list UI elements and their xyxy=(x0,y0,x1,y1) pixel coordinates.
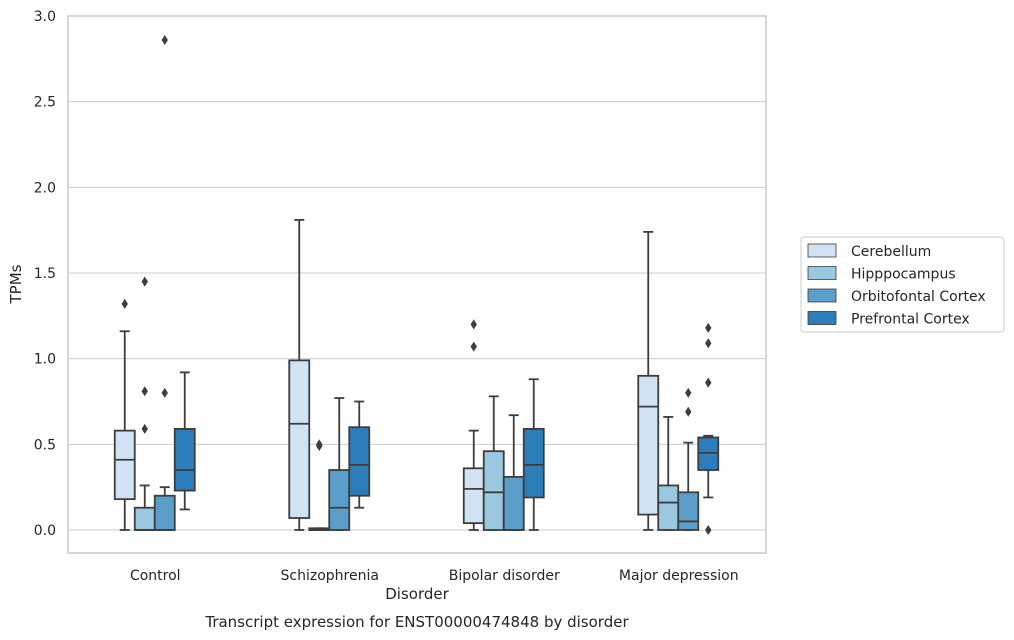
box-iqr xyxy=(328,469,351,531)
legend-swatch xyxy=(807,288,837,303)
outlier-point xyxy=(316,439,323,450)
box-2-0 xyxy=(153,34,176,531)
outlier-point xyxy=(705,525,712,535)
chart-title: Transcript expression for ENST0000047484… xyxy=(204,613,629,631)
box-iqr xyxy=(153,494,176,531)
x-axis-ticks: Control Schizophrenia Bipolar disorder Majo… xyxy=(130,568,739,584)
y-tick-label: 3.0 xyxy=(34,9,56,25)
box-iqr xyxy=(462,467,485,525)
y-tick-label: 0.5 xyxy=(34,437,56,453)
y-tick-label: 2.0 xyxy=(34,180,56,196)
box-iqr xyxy=(113,429,136,501)
x-tick-label: Schizophrenia xyxy=(281,568,379,584)
box-series xyxy=(113,34,720,535)
x-tick-label: Major depression xyxy=(619,568,739,584)
box-iqr xyxy=(288,359,311,519)
legend-label: Prefrontal Cortex xyxy=(851,312,970,328)
outlier-point xyxy=(705,338,712,349)
legend-label: Hipppocampus xyxy=(851,267,956,283)
x-tick-label: Bipolar disorder xyxy=(449,568,560,584)
outlier-point xyxy=(685,387,692,398)
box-iqr xyxy=(522,428,545,499)
box-2-3 xyxy=(677,387,700,531)
box-iqr xyxy=(348,426,371,497)
legend: Cerebellum Hipppocampus Orbitofontal Corte… xyxy=(800,236,1005,333)
box-iqr xyxy=(637,374,660,516)
y-axis-ticks: 0.0 0.5 1.0 1.5 2.0 2.5 3.0 xyxy=(34,9,56,539)
box-0-0 xyxy=(113,298,136,531)
outlier-point xyxy=(705,322,712,333)
box-0-3 xyxy=(637,230,660,531)
box-2-2 xyxy=(502,414,525,531)
box-3-1 xyxy=(348,400,371,509)
outlier-point xyxy=(141,423,148,434)
box-3-2 xyxy=(522,378,545,531)
x-axis-label: Disorder xyxy=(385,585,449,603)
box-iqr xyxy=(133,506,156,531)
y-tick-label: 1.5 xyxy=(34,266,56,282)
x-tick-label: Control xyxy=(130,568,181,584)
outlier-point xyxy=(141,386,148,397)
plot-frame xyxy=(67,15,767,554)
box-1-0 xyxy=(133,276,156,531)
legend-label: Cerebellum xyxy=(851,244,931,260)
outlier-point xyxy=(685,406,692,417)
box-iqr xyxy=(173,428,196,492)
box-3-3 xyxy=(697,322,720,535)
outlier-point xyxy=(161,34,168,45)
legend-swatch xyxy=(807,311,837,325)
box-2-1 xyxy=(328,397,351,531)
outlier-point xyxy=(141,276,148,287)
box-iqr xyxy=(502,475,525,531)
legend-frame xyxy=(800,236,1005,333)
box-iqr xyxy=(677,491,700,531)
y-tick-label: 1.0 xyxy=(34,352,56,368)
box-0-2 xyxy=(462,319,485,531)
outlier-point xyxy=(470,341,477,352)
outlier-point xyxy=(121,298,128,309)
box-3-0 xyxy=(173,371,196,511)
legend-swatch xyxy=(807,243,837,258)
outlier-point xyxy=(705,377,712,388)
outlier-point xyxy=(161,387,168,398)
y-tick-label: 2.5 xyxy=(34,95,56,111)
plot-area xyxy=(68,16,766,553)
box-iqr xyxy=(657,484,680,531)
legend-label: Orbitofontal Cortex xyxy=(851,289,986,305)
y-tick-label: 0.0 xyxy=(34,523,56,539)
outlier-point xyxy=(470,319,477,330)
box-0-1 xyxy=(288,218,311,531)
y-axis-label: TPMs xyxy=(7,264,25,304)
legend-swatch xyxy=(807,266,837,280)
box-iqr xyxy=(482,450,505,531)
